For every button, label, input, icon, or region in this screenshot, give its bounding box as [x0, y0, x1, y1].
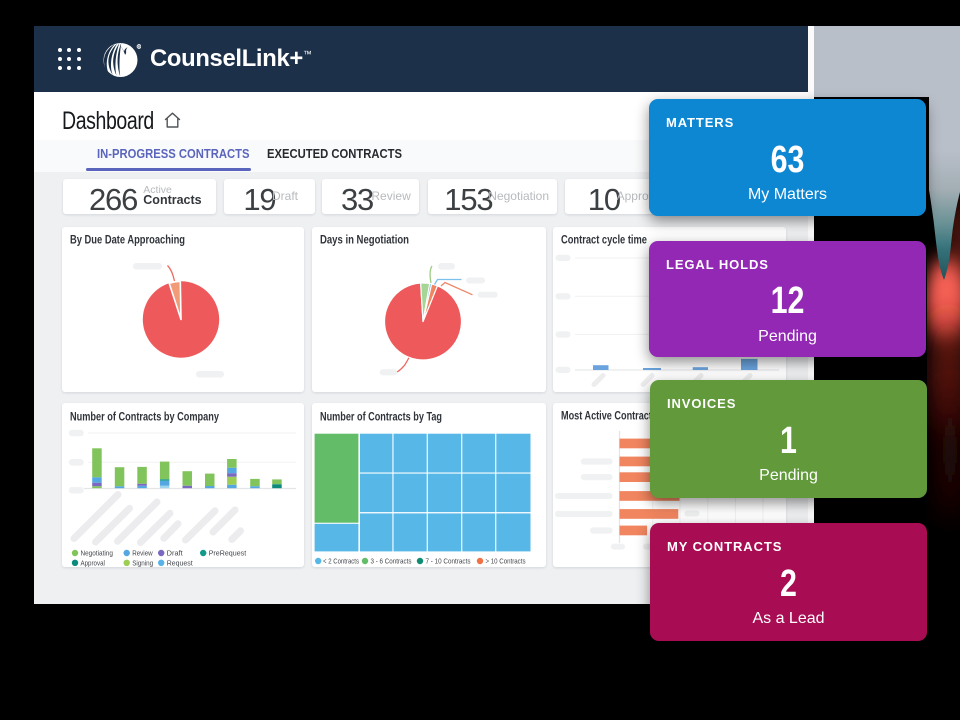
svg-text:Negotiating: Negotiating	[81, 549, 113, 558]
svg-text:Review: Review	[132, 549, 153, 558]
svg-text:R: R	[138, 45, 141, 49]
svg-text:Number of Contracts by Company: Number of Contracts by Company	[70, 410, 219, 424]
svg-text:< 2 Contracts: < 2 Contracts	[323, 557, 359, 566]
svg-text:Draft: Draft	[167, 549, 183, 558]
svg-text:Request: Request	[167, 558, 193, 567]
svg-text:7 - 10 Contracts: 7 - 10 Contracts	[426, 557, 471, 566]
svg-text:> 10 Contracts: > 10 Contracts	[486, 557, 526, 566]
svg-text:Signing: Signing	[132, 558, 153, 567]
svg-text:By Due Date Approaching: By Due Date Approaching	[70, 235, 185, 247]
svg-text:3 - 6 Contracts: 3 - 6 Contracts	[371, 557, 412, 566]
svg-text:Contract cycle time: Contract cycle time	[561, 235, 647, 247]
svg-text:Days in Negotiation: Days in Negotiation	[320, 235, 409, 247]
svg-text:Number of Contracts by Tag: Number of Contracts by Tag	[320, 410, 442, 424]
svg-text:PreRequest: PreRequest	[209, 549, 247, 558]
svg-text:Most Active Contracts: Most Active Contracts	[561, 411, 657, 423]
svg-text:Approval: Approval	[81, 558, 106, 567]
